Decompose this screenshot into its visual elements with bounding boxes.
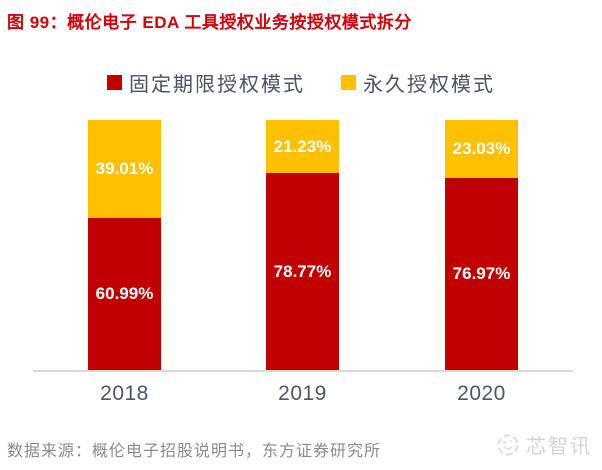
watermark-text: 芯智讯 (526, 436, 592, 458)
legend-swatch-fixed-term (107, 75, 122, 90)
bar-2018: 39.01% 60.99% 2018 (88, 120, 161, 405)
chart-legend: 固定期限授权模式 永久授权模式 (0, 68, 602, 97)
bar-2018-fixed-term-value-label: 60.99% (95, 283, 154, 303)
bar-2018-perpetual-segment: 39.01% (88, 120, 161, 218)
legend-swatch-perpetual (341, 75, 356, 90)
xinzhixun-logo-icon (497, 434, 519, 455)
watermark: 芯智讯 (496, 430, 592, 459)
x-axis-label-2018: 2018 (100, 382, 149, 405)
legend-item-fixed-term: 固定期限授权模式 (107, 68, 305, 97)
bar-2019-perpetual-value-label: 21.23% (273, 136, 332, 156)
x-axis-line (33, 370, 573, 372)
plot-area: 39.01% 60.99% 2018 21.23% 78.77% 2019 23… (33, 120, 573, 405)
bar-2020-perpetual-segment: 23.03% (445, 120, 518, 178)
x-axis-label-2019: 2019 (278, 382, 327, 405)
legend-label-perpetual: 永久授权模式 (363, 74, 495, 96)
bar-2018-perpetual-value-label: 39.01% (95, 158, 154, 178)
bar-2019-fixed-term-value-label: 78.77% (273, 261, 332, 281)
legend-item-perpetual: 永久授权模式 (341, 68, 495, 97)
figure-title: 图 99：概伦电子 EDA 工具授权业务按授权模式拆分 (7, 13, 412, 32)
bar-2019-fixed-term-segment: 78.77% (266, 173, 339, 370)
legend-label-fixed-term: 固定期限授权模式 (129, 74, 305, 96)
bar-2020-fixed-term-segment: 76.97% (445, 177, 518, 370)
x-axis-label-2020: 2020 (457, 382, 506, 405)
bar-2020: 23.03% 76.97% 2020 (445, 120, 518, 405)
bar-2020-perpetual-value-label: 23.03% (452, 138, 511, 158)
bar-2019: 21.23% 78.77% 2019 (266, 120, 339, 405)
bar-2019-perpetual-segment: 21.23% (266, 120, 339, 174)
bar-2020-fixed-term-value-label: 76.97% (452, 263, 511, 283)
bar-2018-fixed-term-segment: 60.99% (88, 217, 161, 370)
source-text: 数据来源：概伦电子招股说明书，东方证券研究所 (7, 443, 382, 460)
